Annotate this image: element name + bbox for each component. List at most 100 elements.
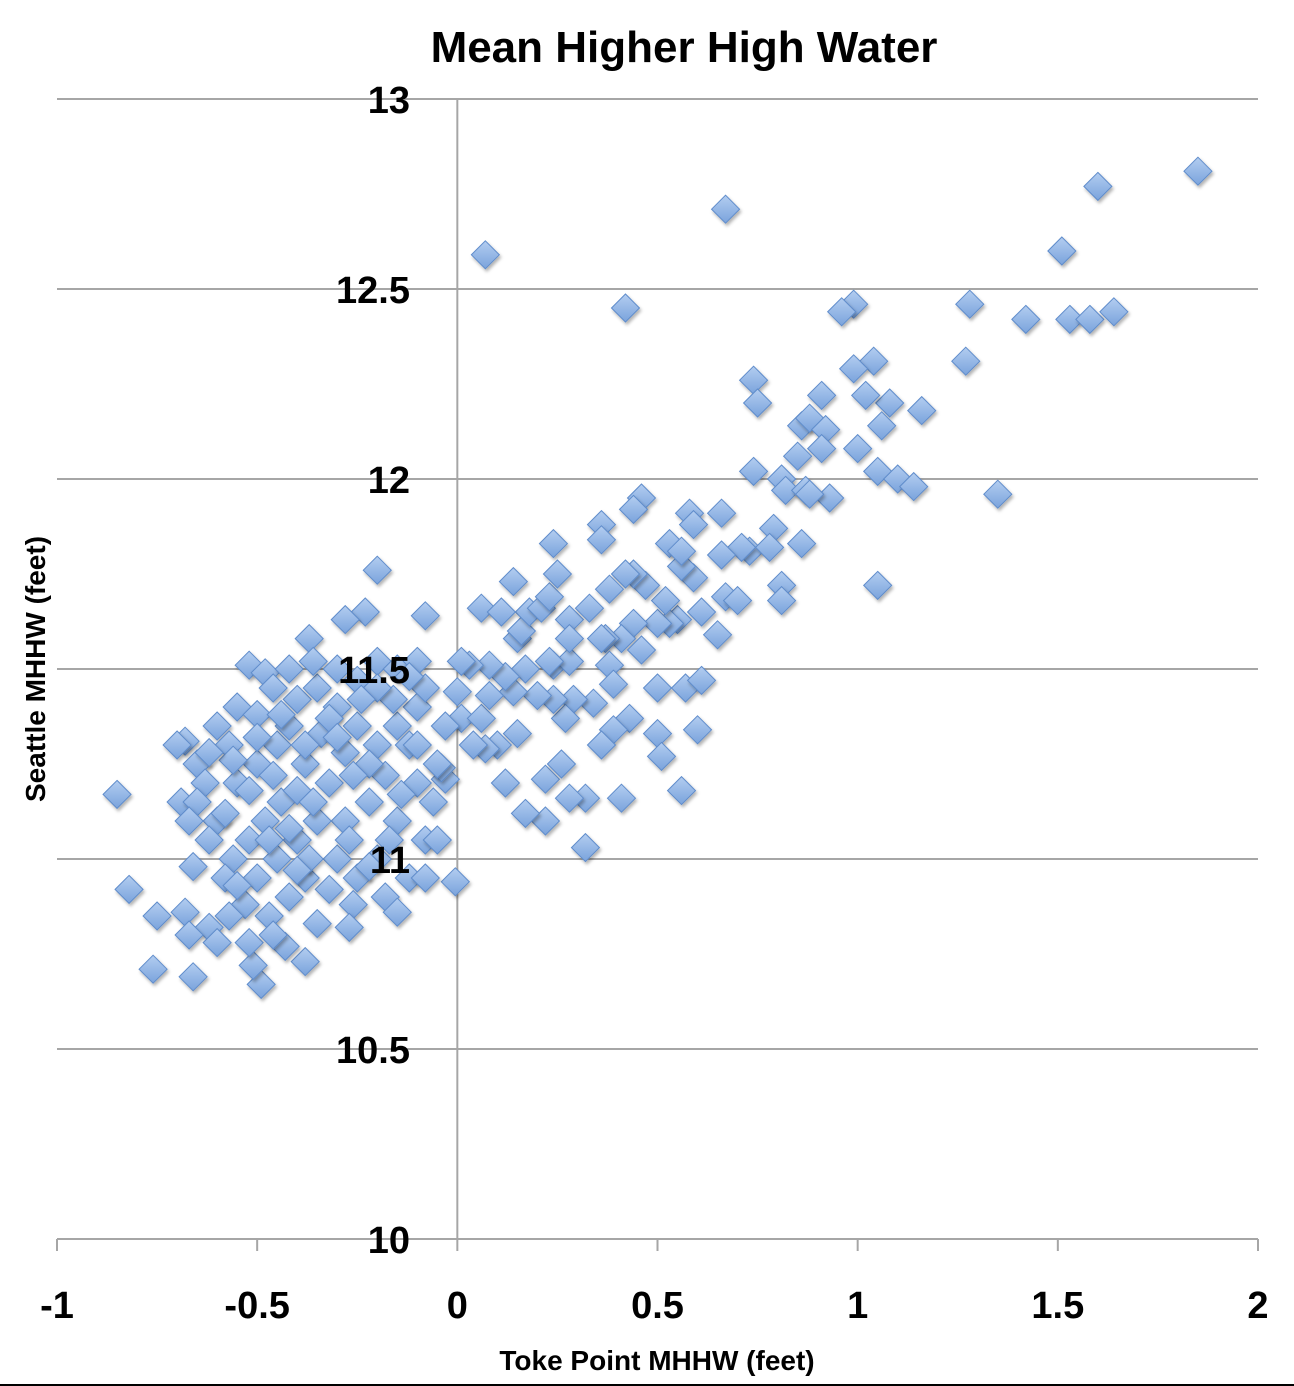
data-point [1183, 156, 1213, 186]
data-point [766, 585, 797, 616]
y-tick-label: 13 [368, 80, 410, 122]
data-point [806, 433, 837, 464]
data-point [686, 597, 717, 627]
y-axis-label: Seattle MHHW (feet) [20, 536, 51, 802]
data-point [218, 745, 248, 775]
data-point [362, 555, 392, 585]
data-point [1099, 297, 1129, 327]
data-point [610, 559, 641, 589]
data-point [951, 346, 981, 376]
data-point [410, 863, 441, 893]
data-point [754, 532, 785, 563]
data-point [170, 897, 200, 927]
data-point [554, 646, 585, 677]
data-point [606, 783, 637, 813]
data-point [394, 661, 425, 692]
data-point [354, 787, 384, 817]
data-point [298, 646, 328, 677]
data-point [686, 665, 717, 696]
data-point [842, 433, 873, 464]
data-point [550, 703, 581, 734]
data-point [442, 677, 473, 707]
data-point [534, 582, 565, 612]
data-point [102, 779, 132, 810]
y-tick-label: 12.5 [336, 270, 410, 312]
data-point [682, 715, 713, 745]
x-axis-label: Toke Point MHHW (feet) [499, 1345, 814, 1376]
data-point [983, 479, 1013, 509]
y-tick-label: 11.5 [338, 650, 410, 692]
data-point [142, 901, 172, 931]
data-point [194, 737, 224, 768]
data-point [586, 730, 617, 760]
data-point [458, 730, 489, 760]
data-point [214, 901, 244, 931]
data-point [234, 775, 264, 806]
data-point [470, 240, 501, 270]
data-point [794, 479, 825, 509]
data-point [440, 867, 471, 897]
data-point [374, 825, 404, 855]
data-point [666, 775, 697, 806]
y-tick-label: 11 [370, 840, 410, 882]
data-point [610, 293, 641, 323]
data-point [298, 787, 328, 817]
data-point [466, 703, 497, 734]
data-point [502, 718, 533, 749]
data-point [410, 601, 441, 631]
data-point [642, 718, 673, 749]
data-point [446, 646, 477, 677]
data-point [1047, 236, 1077, 266]
data-point [422, 749, 453, 779]
data-point [322, 844, 352, 874]
data-point [334, 825, 364, 855]
data-point [138, 954, 168, 984]
data-point [346, 684, 376, 715]
x-tick-label: 0 [447, 1285, 468, 1327]
data-point [302, 908, 332, 939]
y-tick-labels: 10 10.5 11 11.5 12 12.5 13 [336, 80, 410, 1262]
x-tick-labels: -1 -0.5 0 0.5 1 1.5 2 [40, 1285, 1268, 1327]
data-point [162, 730, 192, 760]
data-point [290, 946, 320, 977]
data-point [786, 528, 817, 559]
data-point [174, 806, 204, 836]
data-point [282, 684, 312, 715]
data-point [490, 768, 521, 798]
data-point [1011, 304, 1041, 335]
data-point [418, 787, 449, 817]
data-point [702, 620, 733, 650]
data-point [554, 783, 585, 813]
data-point [542, 559, 573, 589]
data-point [174, 920, 204, 950]
data-point [738, 365, 769, 395]
data-point [826, 297, 857, 327]
data-point [334, 912, 364, 943]
data-point [354, 851, 384, 882]
data-point [666, 551, 697, 582]
data-point [382, 897, 412, 927]
data-point [430, 711, 461, 741]
data-point [806, 380, 837, 411]
data-point [907, 395, 937, 426]
data-point [258, 673, 288, 703]
data-point [302, 673, 332, 703]
data-point [594, 574, 625, 604]
data-point [1055, 304, 1085, 335]
data-point [338, 760, 368, 791]
data-point [474, 680, 505, 711]
data-point [534, 646, 565, 677]
y-tick-label: 12 [368, 460, 410, 502]
data-point [838, 354, 869, 384]
data-point [222, 870, 252, 901]
data-point [202, 711, 232, 741]
x-tick-label: 1.5 [1031, 1285, 1084, 1327]
data-point [402, 730, 433, 760]
data-point [322, 722, 352, 753]
data-point [618, 494, 649, 525]
data-point [178, 851, 208, 882]
data-point [510, 798, 541, 829]
data-point [178, 962, 208, 992]
data-point [234, 927, 264, 958]
data-point [466, 593, 497, 623]
